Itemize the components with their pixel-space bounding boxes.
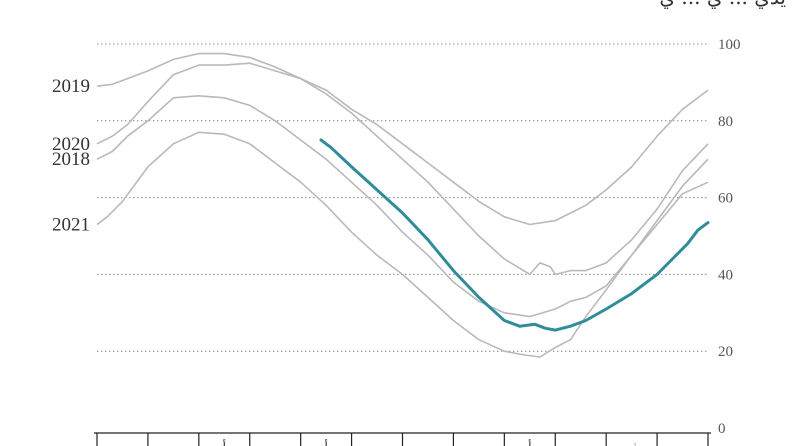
x-tick-label: أ (324, 439, 328, 446)
series-lines (96, 52, 710, 358)
x-tick-label: أ (222, 439, 226, 446)
y-tick-label: 0 (718, 421, 726, 437)
x-tick-label: أ (528, 439, 532, 446)
series-label-2020: 2020 (52, 134, 90, 155)
gridlines (97, 43, 708, 352)
x-tick-label: ن (169, 441, 179, 446)
series-label-2019: 2019 (52, 76, 90, 97)
series-line-current (319, 138, 710, 332)
x-tick-label: ف (625, 441, 638, 446)
y-axis-ticks: 0 20 40 60 80 100 (718, 37, 741, 437)
series-line-2019 (96, 52, 709, 226)
x-tick-label: ي (423, 441, 433, 446)
series-line-2018 (96, 95, 709, 318)
y-tick-label: 100 (718, 37, 741, 53)
y-tick-label: 20 (718, 344, 733, 360)
y-tick-label: 40 (718, 267, 733, 283)
x-tick-label: ي (677, 441, 687, 446)
series-label-2021: 2021 (52, 214, 90, 235)
series-line-2021 (96, 131, 709, 358)
series-label-2018: 2018 (52, 149, 90, 170)
series-line-2020 (96, 62, 709, 276)
chart-title: يدي ... ي ... ي (659, 0, 786, 9)
y-tick-label: 80 (718, 114, 733, 130)
y-tick-label: 60 (718, 191, 733, 207)
x-tick-label: م (475, 441, 483, 446)
x-axis: يفمأمييأسأند (94, 432, 711, 446)
x-tick-label: س (267, 441, 283, 446)
x-tick-label: م (577, 441, 585, 446)
x-tick-label: ي (372, 441, 382, 446)
x-tick-label: د (120, 441, 126, 446)
